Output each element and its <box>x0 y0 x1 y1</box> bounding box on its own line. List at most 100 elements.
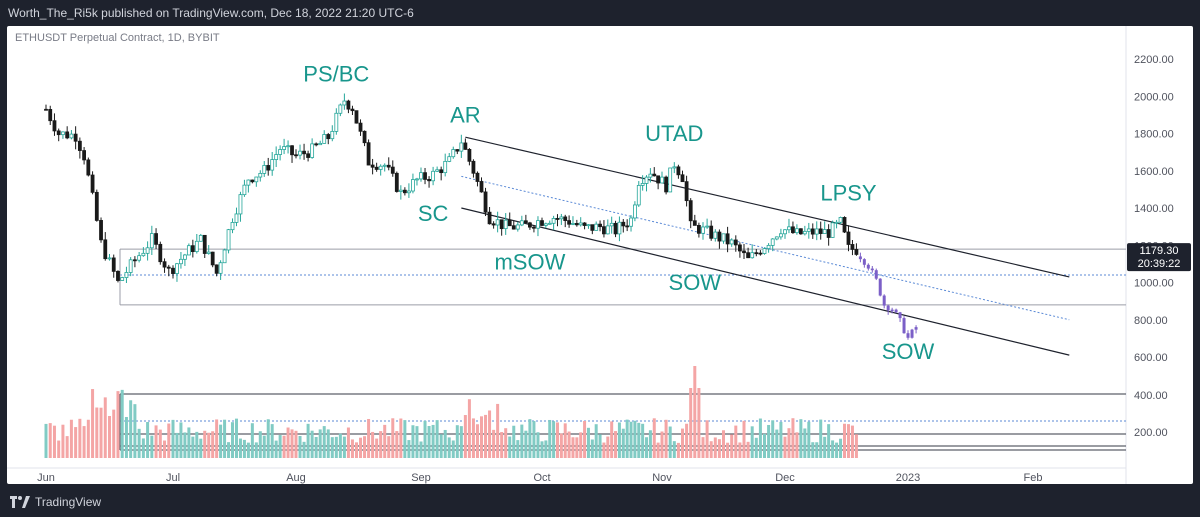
projection-candle <box>862 259 866 265</box>
volume-bar <box>146 422 150 458</box>
candle-body <box>362 130 367 144</box>
volume-bar <box>286 427 290 458</box>
chart-canvas[interactable]: 2200.002000.001800.001600.001400.001200.… <box>7 26 1193 484</box>
volume-bar <box>532 421 536 458</box>
candle-body <box>310 143 315 158</box>
y-tick-label: 1600.00 <box>1134 166 1174 178</box>
candle-body <box>48 109 53 122</box>
volume-bar <box>91 389 95 458</box>
candle-body <box>56 130 61 136</box>
tradingview-logo[interactable]: TradingView <box>10 495 101 509</box>
candle-body <box>738 244 742 252</box>
volume-bar <box>141 438 145 458</box>
volume-bar <box>799 419 803 458</box>
price-chart[interactable]: 2200.002000.001800.001600.001400.001200.… <box>7 26 1193 484</box>
candle-body <box>463 142 468 150</box>
volume-bar <box>850 425 854 458</box>
candle-body <box>754 252 759 255</box>
candle-body <box>262 165 267 174</box>
volume-bar <box>795 432 799 458</box>
candle-body <box>680 174 685 183</box>
volume-bar <box>294 430 298 458</box>
volume-bar <box>681 428 684 458</box>
candle-body <box>149 233 154 249</box>
projection-candle <box>898 312 902 319</box>
candle-body <box>742 250 746 254</box>
volume-bar <box>484 414 488 458</box>
candle-body <box>141 252 146 257</box>
volume-bar <box>137 428 141 458</box>
volume-bar <box>158 429 162 458</box>
volume-bar <box>57 440 61 458</box>
volume-bar <box>617 422 621 458</box>
volume-bar <box>219 424 223 458</box>
wyckoff-annotation: mSOW <box>494 249 565 274</box>
candle-body <box>567 220 571 225</box>
volume-bar <box>338 433 342 458</box>
volume-bar <box>544 440 548 458</box>
volume-bar <box>787 428 791 458</box>
candle-body <box>555 218 560 220</box>
volume-bar <box>350 439 354 458</box>
projection-candle <box>886 305 890 311</box>
candle-body <box>358 122 363 132</box>
volume-bar <box>839 438 843 458</box>
volume-bar <box>274 440 278 458</box>
candle-body <box>503 219 508 230</box>
volume-bar <box>435 420 439 458</box>
candle-body <box>175 263 179 274</box>
volume-bar <box>227 442 231 458</box>
volume-bar <box>750 426 754 458</box>
candle-body <box>90 174 95 193</box>
candle-body <box>398 189 403 192</box>
x-tick-label: Dec <box>775 472 795 484</box>
candle-body <box>571 223 575 225</box>
volume-bar <box>61 424 65 458</box>
volume-bar <box>282 435 286 458</box>
candle-body <box>479 181 484 193</box>
volume-bar <box>179 422 183 458</box>
candle-body <box>602 226 606 235</box>
candle-body <box>664 176 668 193</box>
candle-body <box>298 150 302 156</box>
volume-bar <box>86 419 90 458</box>
candle-body <box>838 217 843 223</box>
candle-body <box>326 134 331 140</box>
bar-countdown: 20:39:22 <box>1138 258 1181 270</box>
volume-bar <box>330 437 334 458</box>
volume-bar <box>322 426 326 458</box>
volume-bar <box>571 437 575 458</box>
candle-body <box>137 255 142 261</box>
candle-body <box>94 191 99 221</box>
volume-bar <box>427 426 431 458</box>
volume-bar <box>685 423 689 458</box>
volume-bar <box>471 418 475 458</box>
candle-body <box>346 100 351 110</box>
candle-body <box>648 173 653 178</box>
volume-bar <box>586 427 590 458</box>
volume-bar <box>693 366 697 458</box>
candle-body <box>834 221 839 224</box>
candle-body <box>854 249 859 255</box>
candle-body <box>52 120 57 132</box>
volume-bar <box>629 421 633 458</box>
candle-body <box>447 156 452 162</box>
candle-body <box>99 220 103 241</box>
volume-bar <box>492 429 496 458</box>
volume-bar <box>512 425 516 458</box>
volume-bar <box>124 416 128 458</box>
candle-body <box>116 270 120 281</box>
volume-bar <box>171 419 175 458</box>
volume-bar <box>120 389 124 458</box>
volume-bar <box>730 434 734 458</box>
candle-body <box>705 225 709 228</box>
candle-body <box>586 224 591 227</box>
candle-body <box>717 231 722 242</box>
last-price-value: 1179.30 <box>1140 245 1179 257</box>
candle-body <box>166 266 171 269</box>
candle-body <box>846 231 851 245</box>
candle-body <box>402 189 407 194</box>
candle-body <box>124 272 129 278</box>
volume-bar <box>258 431 262 458</box>
volume-bar <box>346 427 350 458</box>
